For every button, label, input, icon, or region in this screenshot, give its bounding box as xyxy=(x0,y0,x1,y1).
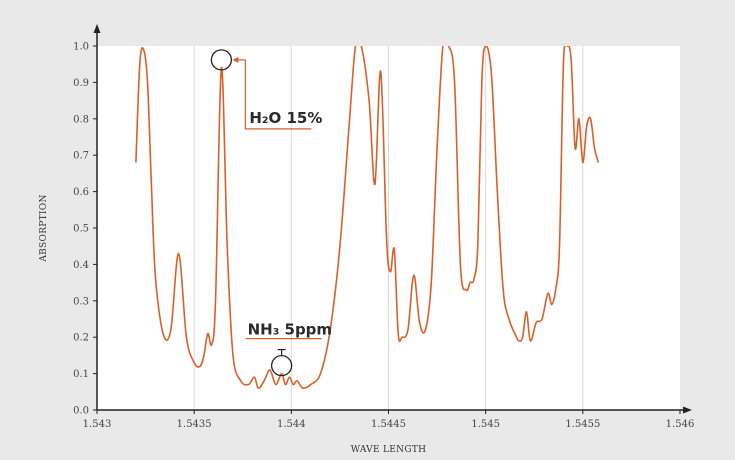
nh3-label: NH₃ 5ppm xyxy=(248,321,332,339)
h2o-marker-circle xyxy=(210,49,233,71)
x-axis-title: WAVE LENGTH xyxy=(351,445,427,455)
y-tick-label: 0.1 xyxy=(73,369,89,380)
x-tick-label: 1.546 xyxy=(666,419,695,430)
h2o-label: H₂O 15% xyxy=(249,109,322,127)
y-tick-label: 1.0 xyxy=(73,42,89,53)
x-tick-label: 1.5455 xyxy=(565,419,600,430)
y-tick-label: 0.7 xyxy=(73,151,89,162)
x-tick-label: 1.5435 xyxy=(177,419,212,430)
y-tick-label: 0.8 xyxy=(73,114,89,125)
y-tick-label: 0.5 xyxy=(73,224,89,235)
h2o-leader xyxy=(244,59,312,130)
h2o-arrowhead xyxy=(232,56,239,63)
x-tick-label: 1.5445 xyxy=(371,419,406,430)
x-tick-label: 1.544 xyxy=(277,419,306,430)
y-tick-label: 0.4 xyxy=(73,260,89,271)
y-tick-label: 0.2 xyxy=(73,333,89,344)
y-axis-arrow xyxy=(93,24,101,33)
series-line xyxy=(135,46,600,390)
y-tick-label: 0.0 xyxy=(73,406,89,417)
y-tick-label: 0.3 xyxy=(73,296,89,307)
x-tick-label: 1.545 xyxy=(471,419,500,430)
x-axis-arrow xyxy=(683,406,692,414)
y-axis-title: ABSORPTION xyxy=(39,194,49,262)
y-tick-label: 0.6 xyxy=(73,187,89,198)
x-tick-label: 1.543 xyxy=(83,419,112,430)
y-tick-label: 0.9 xyxy=(73,78,89,89)
